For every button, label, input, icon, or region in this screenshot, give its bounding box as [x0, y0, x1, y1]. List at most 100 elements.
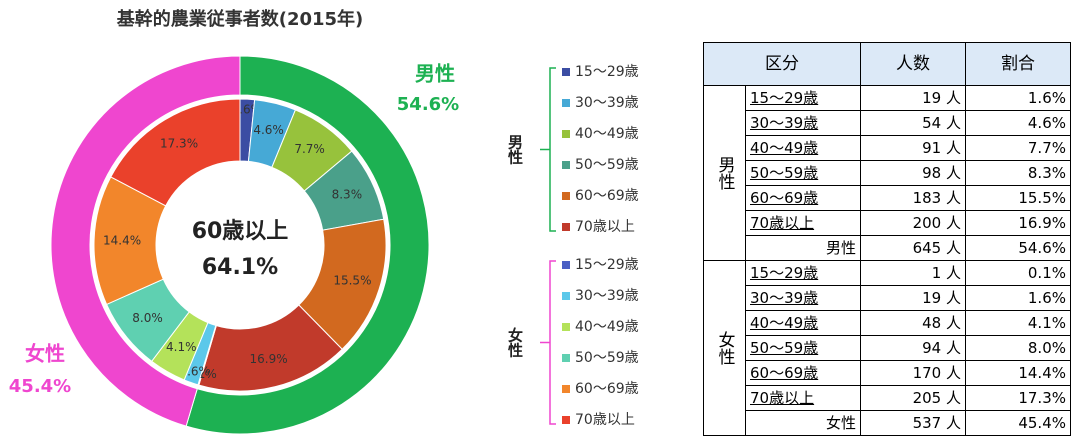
group-cell: 女性 [703, 260, 746, 436]
total-count: 645 人 [860, 235, 966, 261]
legend-label: 70歳以上 [575, 219, 635, 235]
legend-swatch [562, 261, 570, 269]
category-cell: 70歳以上 [745, 385, 861, 411]
table-row: 男性 15～29歳 19 人 1.6% [703, 85, 1071, 261]
legend-label: 30～39歳 [575, 288, 639, 304]
pct-cell: 8.0% [965, 335, 1071, 361]
count-cell: 91 人 [860, 135, 966, 161]
legend-swatch [562, 292, 570, 300]
inner-sector [110, 98, 241, 207]
inner-value-label: 8.3% [332, 187, 363, 201]
legend-swatch [562, 354, 570, 362]
legend-swatch [562, 161, 570, 169]
pct-cell: 4.6% [965, 110, 1071, 136]
total-count: 537 人 [860, 410, 966, 436]
legend-group-label: 男性 [506, 135, 524, 166]
group-cell: 男性 [703, 85, 746, 261]
legend-label: 60～69歳 [575, 381, 639, 397]
inner-value-label: 4.1% [166, 340, 197, 354]
category-cell: 30～39歳 [745, 110, 861, 136]
table-row: 60～69歳 183 人 15.5% [704, 185, 1071, 211]
inner-value-label: 14.4% [103, 234, 141, 248]
header-cell: 人数 [860, 42, 966, 86]
legend-swatch [562, 223, 570, 231]
count-cell: 170 人 [860, 360, 966, 386]
table-row: 30～39歳 54 人 4.6% [704, 110, 1071, 136]
outer-label: 女性 [25, 342, 65, 366]
legend-label: 50～59歳 [575, 157, 639, 173]
inner-value-label: 17.3% [160, 136, 198, 150]
category-cell: 60～69歳 [745, 360, 861, 386]
legend-label: 15～29歳 [575, 64, 639, 80]
center-value: 64.1% [202, 255, 278, 280]
legend-label: 50～59歳 [575, 350, 639, 366]
data-table: 区分 人数 割合 男性 15～29歳 19 人 1.6% 30～39歳 54 人 4.6% 40～4… [703, 42, 1071, 436]
count-cell: 183 人 [860, 185, 966, 211]
header-row: 区分 人数 割合 [703, 42, 1071, 86]
category-cell: 70歳以上 [745, 210, 861, 236]
pct-cell: 0.1% [965, 260, 1071, 286]
pct-cell: 1.6% [965, 285, 1071, 311]
table-row: 70歳以上 205 人 17.3% [704, 385, 1071, 411]
category-cell: 50～59歳 [745, 335, 861, 361]
pct-cell: 16.9% [965, 210, 1071, 236]
inner-value-label: 15.5% [333, 273, 371, 287]
total-pct: 45.4% [965, 410, 1071, 436]
count-cell: 48 人 [860, 310, 966, 336]
inner-value-label: 7.7% [294, 142, 325, 156]
table-row: 40～49歳 48 人 4.1% [704, 310, 1071, 336]
category-cell: 60～69歳 [745, 185, 861, 211]
legend-bracket [540, 67, 556, 232]
legend-swatch [562, 323, 570, 331]
legend-swatch [562, 130, 570, 138]
inner-value-label: 16.9% [250, 352, 288, 366]
legend-label: 40～49歳 [575, 126, 639, 142]
count-cell: 98 人 [860, 160, 966, 186]
outer-value-label: 45.4% [9, 376, 71, 397]
group-label: 男性 [714, 156, 735, 190]
table-row: 60～69歳 170 人 14.4% [704, 360, 1071, 386]
count-cell: 205 人 [860, 385, 966, 411]
table-row: 30～39歳 19 人 1.6% [704, 285, 1071, 311]
pct-cell: 15.5% [965, 185, 1071, 211]
total-label: 男性 [745, 235, 861, 261]
legend-swatch [562, 385, 570, 393]
pct-cell: 8.3% [965, 160, 1071, 186]
legend-swatch [562, 416, 570, 424]
legend-label: 60～69歳 [575, 188, 639, 204]
pct-cell: 17.3% [965, 385, 1071, 411]
legend-group-label: 女性 [506, 327, 524, 359]
category-cell: 50～59歳 [745, 160, 861, 186]
legend-label: 40～49歳 [575, 319, 639, 335]
category-cell: 30～39歳 [745, 285, 861, 311]
total-pct: 54.6% [965, 235, 1071, 261]
legend-swatch [562, 192, 570, 200]
table-row: 50～59歳 94 人 8.0% [704, 335, 1071, 361]
count-cell: 19 人 [860, 285, 966, 311]
pct-cell: 7.7% [965, 135, 1071, 161]
count-cell: 1 人 [860, 260, 966, 286]
table-row: 50～59歳 98 人 8.3% [704, 160, 1071, 186]
outer-sector [185, 55, 430, 435]
center-label: 60歳以上 [192, 219, 289, 244]
pct-cell: 14.4% [965, 360, 1071, 386]
legend-label: 30～39歳 [575, 95, 639, 111]
inner-value-label: 8.0% [132, 311, 163, 325]
legend-label: 70歳以上 [575, 412, 635, 428]
count-cell: 94 人 [860, 335, 966, 361]
legend-bracket [540, 260, 556, 425]
legend-label: 15～29歳 [575, 257, 639, 273]
pct-cell: 4.1% [965, 310, 1071, 336]
count-cell: 19 人 [860, 85, 966, 111]
inner-value-label: 4.6% [253, 123, 284, 137]
total-row: 女性 537 人 45.4% [704, 410, 1071, 436]
category-cell: 40～49歳 [745, 310, 861, 336]
category-cell: 40～49歳 [745, 135, 861, 161]
outer-value-label: 54.6% [397, 94, 459, 115]
count-cell: 54 人 [860, 110, 966, 136]
table-row: 40～49歳 91 人 7.7% [704, 135, 1071, 161]
chart-title: 基幹的農業従事者数(2015年) [116, 8, 364, 30]
table-row: 女性 15～29歳 1 人 0.1% [703, 260, 1071, 436]
outer-label: 男性 [415, 62, 455, 86]
